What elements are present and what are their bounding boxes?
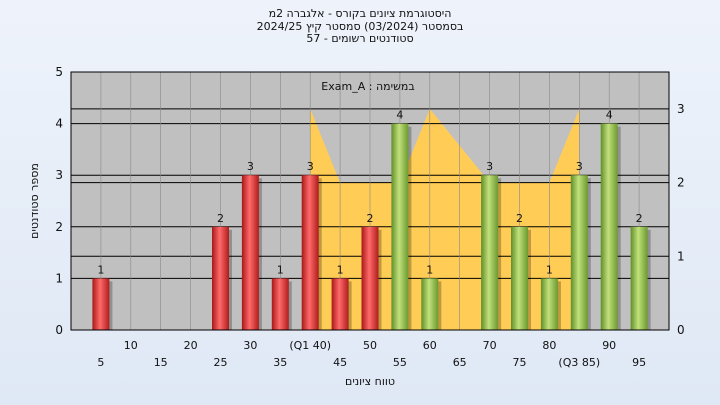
y-tick-label: 0 bbox=[55, 323, 63, 337]
bar bbox=[540, 278, 558, 330]
x-tick-label: 15 bbox=[154, 356, 168, 369]
x-tick-label: 20 bbox=[184, 339, 198, 352]
x-tick-label: 80 bbox=[542, 339, 556, 352]
chart-title: היסטוגרמת ציונים בקורס - אלגברה 2מ בסמסט… bbox=[0, 7, 720, 46]
plot-frame bbox=[70, 71, 670, 331]
chart-annotation: במשימה : Exam_A bbox=[321, 80, 414, 93]
x-tick-label: 30 bbox=[243, 339, 257, 352]
y-tick-label: 2 bbox=[55, 220, 63, 234]
bar-value-label: 3 bbox=[486, 160, 493, 173]
y2-tick-label: 3 bbox=[677, 102, 685, 116]
y2-tick-label: 2 bbox=[677, 176, 685, 190]
x-tick-label: 5 bbox=[97, 356, 104, 369]
bar-value-label: 4 bbox=[606, 109, 613, 122]
x-tick-label: 10 bbox=[124, 339, 138, 352]
x-tick-label: 75 bbox=[513, 356, 527, 369]
y-tick-label: 3 bbox=[55, 168, 63, 182]
bar bbox=[481, 175, 499, 330]
y-tick-label: 4 bbox=[55, 117, 63, 131]
bar-value-label: 1 bbox=[277, 263, 284, 276]
bar-value-label: 1 bbox=[426, 263, 433, 276]
x-tick-label: 95 bbox=[632, 356, 646, 369]
x-tick-label: 55 bbox=[393, 356, 407, 369]
bar bbox=[570, 175, 588, 330]
bar bbox=[421, 278, 439, 330]
bar bbox=[331, 278, 349, 330]
title-line-1: היסטוגרמת ציונים בקורס - אלגברה 2מ bbox=[268, 7, 452, 20]
bar bbox=[391, 123, 409, 330]
title-line-2: בסמסטר (03/2024) סמסטר קיץ 2024/25 bbox=[256, 19, 464, 33]
bar-value-label: 1 bbox=[546, 263, 553, 276]
x-tick-label: (Q3 85) bbox=[558, 356, 600, 369]
x-tick-label: 90 bbox=[602, 339, 616, 352]
bar bbox=[92, 278, 110, 330]
bar-value-label: 2 bbox=[217, 212, 224, 225]
x-tick-label: 50 bbox=[363, 339, 377, 352]
x-tick-label: 45 bbox=[333, 356, 347, 369]
bar bbox=[511, 226, 528, 330]
title-line-3: סטודנטים רשומים - 57 bbox=[306, 32, 414, 45]
bar-value-label: 1 bbox=[97, 263, 104, 276]
bar-value-label: 4 bbox=[396, 109, 403, 122]
bar-value-label: 3 bbox=[307, 160, 314, 173]
bar bbox=[301, 175, 319, 330]
bar-value-label: 2 bbox=[367, 212, 374, 225]
bar-value-label: 3 bbox=[576, 160, 583, 173]
bar-value-label: 1 bbox=[337, 263, 344, 276]
bar bbox=[241, 175, 259, 330]
x-tick-label: 70 bbox=[483, 339, 497, 352]
bar bbox=[361, 226, 379, 330]
x-tick-label: 65 bbox=[453, 356, 467, 369]
y2-tick-label: 0 bbox=[677, 323, 685, 337]
x-axis-label: טווח ציונים bbox=[345, 375, 395, 388]
y-tick-label: 1 bbox=[55, 271, 63, 285]
bar-value-label: 2 bbox=[516, 212, 523, 225]
y2-tick-label: 1 bbox=[677, 249, 685, 263]
y-tick-label: 5 bbox=[55, 65, 63, 79]
x-tick-label: 60 bbox=[423, 339, 437, 352]
bar-value-label: 2 bbox=[636, 212, 643, 225]
bar bbox=[271, 278, 289, 330]
y-axis-label: מספר סטודנטים bbox=[28, 163, 41, 239]
x-tick-label: 35 bbox=[273, 356, 287, 369]
bar bbox=[600, 123, 618, 330]
bar-value-label: 3 bbox=[247, 160, 254, 173]
bar bbox=[630, 226, 648, 330]
x-tick-label: (Q1 40) bbox=[289, 339, 331, 352]
bar bbox=[212, 226, 229, 330]
x-tick-label: 25 bbox=[214, 356, 228, 369]
